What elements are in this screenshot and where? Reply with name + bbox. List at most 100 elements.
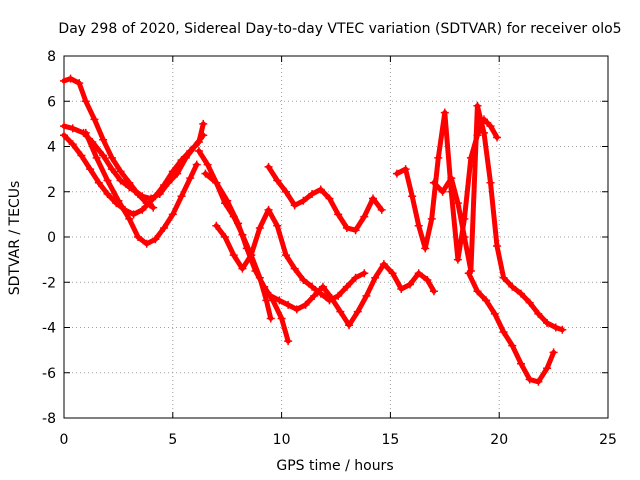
data-point	[499, 328, 508, 337]
data-point	[543, 318, 552, 327]
data-point	[86, 165, 95, 174]
data-point	[255, 223, 264, 232]
data-point	[149, 203, 158, 212]
data-point	[290, 264, 299, 273]
data-point	[60, 76, 68, 85]
data-point	[486, 178, 495, 187]
data-point	[429, 287, 438, 296]
data-point	[242, 244, 251, 253]
data-point	[264, 162, 273, 171]
data-point	[66, 74, 75, 83]
data-point	[460, 233, 469, 241]
series-track-c	[60, 119, 208, 219]
data-point	[473, 287, 482, 296]
chart-title: Day 298 of 2020, Sidereal Day-to-day VTE…	[58, 21, 621, 37]
data-point	[133, 233, 142, 241]
data-point	[434, 153, 443, 162]
series-track-i	[266, 260, 438, 330]
data-point	[525, 298, 534, 307]
data-point	[81, 128, 90, 137]
series-track-h	[264, 162, 386, 235]
data-point	[201, 169, 210, 178]
data-point	[186, 174, 195, 183]
data-point	[281, 251, 290, 260]
data-point	[379, 260, 388, 269]
data-point	[342, 223, 351, 232]
y-tick-label: -8	[42, 411, 56, 427]
data-point	[360, 269, 369, 278]
data-point	[388, 269, 397, 278]
data-point	[275, 296, 284, 305]
data-point	[68, 124, 77, 133]
data-series	[60, 74, 567, 386]
data-point	[247, 251, 256, 260]
data-point	[499, 273, 508, 282]
data-point	[299, 196, 308, 205]
y-tick-label: -6	[42, 366, 56, 382]
data-point	[351, 226, 360, 235]
data-point	[90, 115, 99, 124]
data-point	[68, 140, 77, 149]
data-point	[308, 282, 317, 291]
data-point	[60, 122, 68, 131]
x-tick-label: 25	[599, 432, 617, 448]
data-point	[223, 196, 232, 205]
data-point	[549, 348, 558, 357]
data-point	[194, 137, 203, 146]
data-point	[151, 192, 160, 201]
data-point	[336, 307, 345, 316]
data-point	[299, 275, 308, 284]
data-point	[310, 291, 319, 300]
grid	[64, 56, 608, 418]
y-tick-label: 0	[47, 230, 56, 246]
data-point	[264, 205, 273, 214]
data-point	[308, 190, 317, 199]
data-point	[464, 269, 473, 278]
data-point	[107, 165, 116, 174]
series-line	[61, 121, 206, 217]
data-point	[129, 210, 138, 219]
x-tick-label: 0	[60, 432, 69, 448]
data-point	[94, 178, 103, 187]
data-point	[292, 305, 301, 314]
data-point	[508, 282, 517, 291]
data-point	[251, 266, 260, 275]
series-track-g	[212, 205, 369, 305]
x-axis-label: GPS time / hours	[276, 458, 393, 474]
data-point	[414, 269, 423, 278]
data-point	[429, 178, 438, 187]
data-point	[266, 314, 275, 323]
series-line	[266, 164, 385, 233]
data-point	[234, 219, 243, 228]
data-point	[392, 169, 401, 178]
data-point	[142, 239, 151, 248]
y-tick-label: 6	[47, 94, 56, 110]
data-point	[508, 341, 517, 350]
data-point	[447, 174, 456, 183]
series-track-l	[464, 269, 558, 386]
data-point	[486, 122, 495, 131]
data-point	[558, 325, 567, 334]
data-point	[490, 309, 499, 318]
data-point	[92, 153, 101, 162]
y-tick-label: -2	[42, 275, 56, 291]
y-tick-label: 2	[47, 185, 56, 201]
data-point	[266, 291, 275, 300]
data-point	[273, 221, 282, 230]
data-point	[543, 364, 552, 373]
x-tick-label: 10	[273, 432, 291, 448]
data-point	[107, 153, 116, 162]
data-point	[131, 187, 140, 196]
data-point	[318, 282, 327, 291]
data-point	[273, 176, 282, 185]
data-point	[427, 214, 436, 223]
data-point	[221, 233, 230, 241]
data-point	[334, 291, 343, 300]
data-point	[281, 187, 290, 196]
data-point	[453, 255, 462, 264]
y-tick-label: 8	[47, 49, 56, 65]
data-point	[229, 251, 238, 260]
data-point	[473, 101, 482, 110]
data-point	[421, 244, 430, 253]
